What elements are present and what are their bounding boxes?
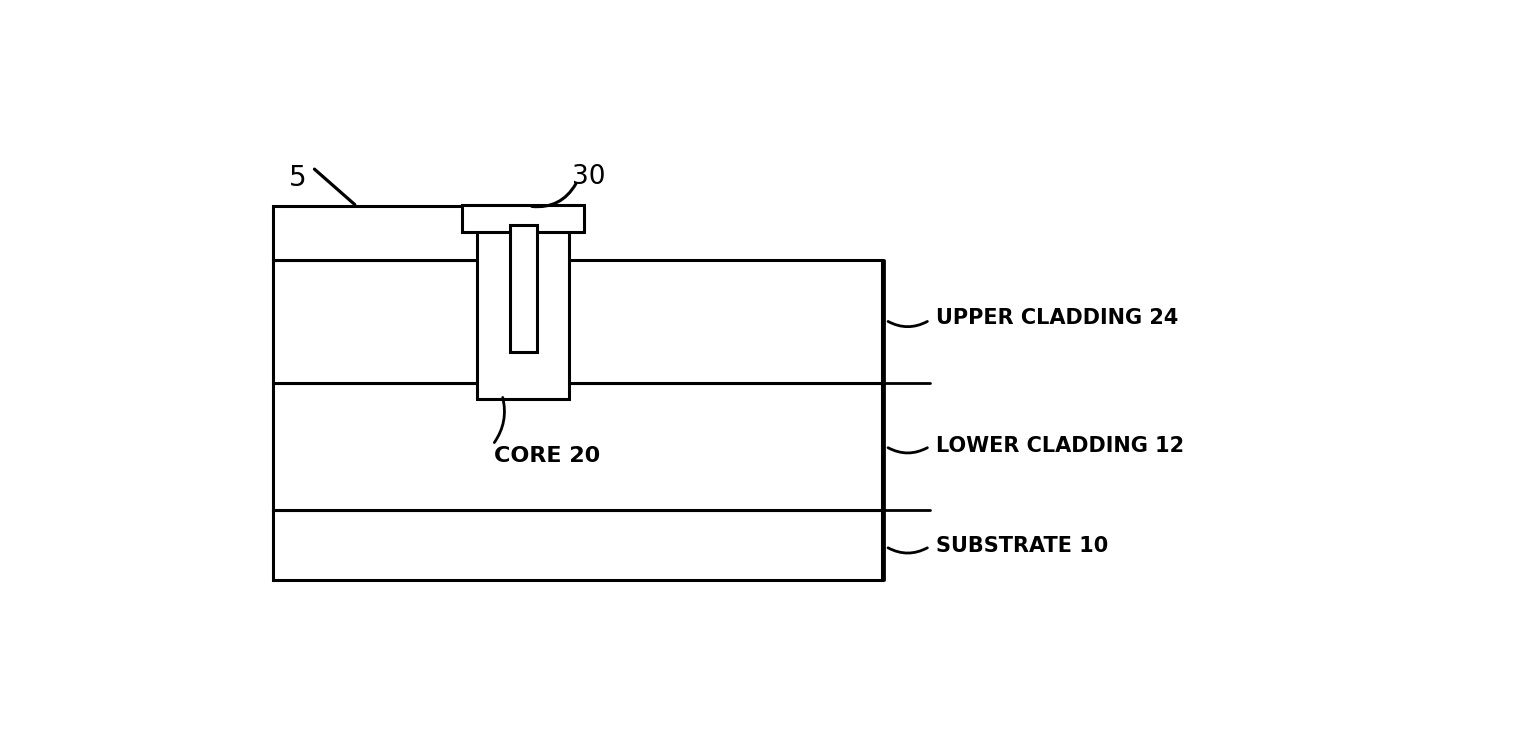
FancyArrowPatch shape: [888, 322, 928, 327]
FancyArrowPatch shape: [531, 184, 576, 207]
Bar: [273, 260, 882, 384]
Text: UPPER CLADDING 24: UPPER CLADDING 24: [935, 308, 1178, 328]
FancyArrowPatch shape: [495, 397, 504, 442]
Bar: [273, 206, 490, 260]
FancyArrowPatch shape: [888, 548, 928, 553]
FancyArrowPatch shape: [888, 448, 928, 453]
Bar: [273, 384, 882, 510]
Text: LOWER CLADDING 12: LOWER CLADDING 12: [935, 436, 1184, 456]
Text: 30: 30: [571, 164, 605, 190]
Bar: [478, 221, 568, 399]
Bar: [273, 510, 882, 580]
Bar: [510, 225, 538, 353]
Text: CORE 20: CORE 20: [495, 446, 601, 467]
Bar: [462, 205, 584, 232]
Text: 5: 5: [289, 164, 307, 192]
Text: SUBSTRATE 10: SUBSTRATE 10: [935, 537, 1109, 556]
